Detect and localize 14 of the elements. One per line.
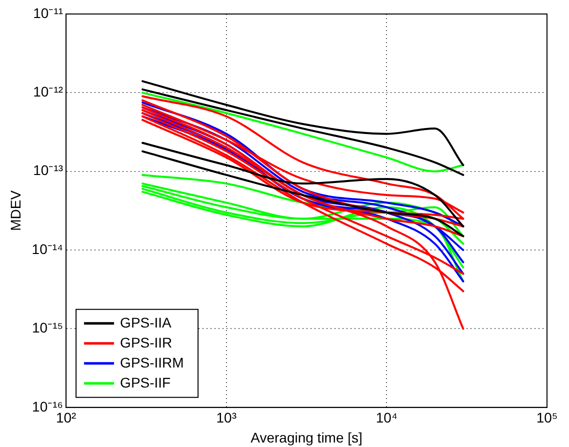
x-tick-label: 10³ (216, 410, 237, 426)
legend-label: GPS-IIRM (120, 354, 184, 370)
legend-label: GPS-IIA (120, 314, 172, 330)
x-axis-title: Averaging time [s] (250, 429, 362, 446)
y-tick-label: 10⁻¹⁵ (32, 320, 64, 336)
y-axis-title: MDEV (7, 190, 24, 231)
y-tick-label: 10⁻¹³ (33, 162, 64, 178)
x-tick-label: 10⁵ (536, 410, 558, 426)
legend-label: GPS-IIF (120, 374, 171, 390)
legend-label: GPS-IIR (120, 334, 172, 350)
x-tick-label: 10⁴ (376, 410, 398, 426)
y-tick-label: 10⁻¹⁴ (32, 240, 64, 257)
y-tick-label: 10⁻¹² (33, 84, 64, 100)
y-tick-label: 10⁻¹¹ (33, 4, 64, 21)
